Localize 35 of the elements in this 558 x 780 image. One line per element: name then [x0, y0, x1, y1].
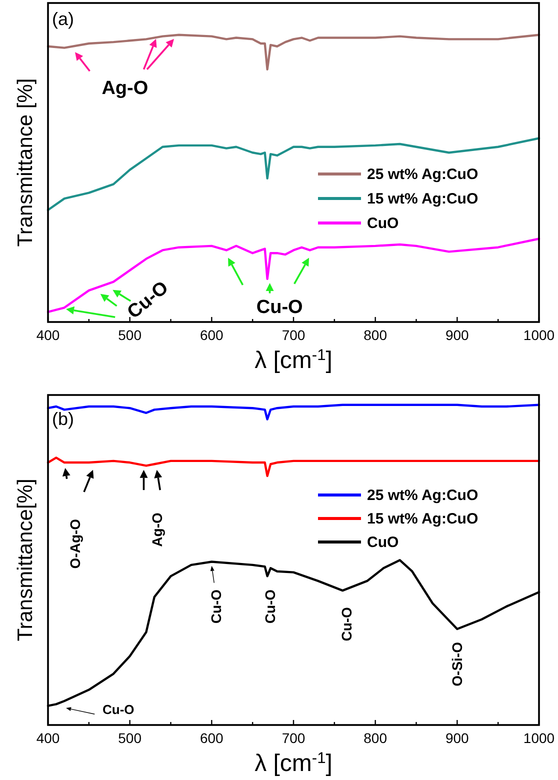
x-axis-title: λ [cm$^{-1}$]: [254, 346, 332, 374]
x-tick-label: 900: [445, 730, 470, 746]
y-axis-title: Transmittance [%]: [14, 78, 37, 247]
x-tick-label: 700: [282, 730, 306, 746]
x-tick-label: 600: [200, 730, 224, 746]
legend-label: 15 wt% Ag:CuO: [367, 510, 478, 528]
x-tick-label: 700: [282, 327, 306, 343]
x-tick-label: 800: [364, 730, 388, 746]
annotation: O-Si-O: [449, 642, 466, 686]
x-tick-label: 800: [364, 327, 388, 343]
x-tick-label: 1000: [523, 327, 555, 343]
x-axis-title: λ [cm$^{-1}$]: [254, 750, 332, 777]
annotation: Cu-O: [208, 589, 224, 624]
annotation: O-Ag-O: [67, 518, 84, 569]
x-tick-label: 400: [36, 730, 60, 746]
legend-label: 25 wt% Ag:CuO: [367, 166, 478, 183]
legend-label: 15 wt% Ag:CuO: [367, 190, 478, 208]
x-tick-label: 600: [200, 327, 224, 343]
x-tick-label: 500: [118, 327, 142, 343]
x-tick-label: 900: [445, 327, 470, 343]
x-tick-label: 500: [118, 730, 142, 746]
legend-label: CuO: [367, 215, 399, 232]
legend-label: CuO: [367, 534, 399, 551]
annotation: Ag-O: [102, 78, 148, 99]
annotation: Cu-O: [262, 589, 278, 624]
annotation: Cu-O: [338, 606, 355, 642]
annotation: Cu-O: [256, 296, 303, 318]
annotation: (b): [52, 409, 74, 429]
annotation: Cu-O: [102, 701, 134, 716]
legend-label: 25 wt% Ag:CuO: [367, 487, 478, 504]
x-tick-label: 400: [36, 327, 60, 343]
text: (a): [52, 9, 74, 29]
annotation: Ag-O: [148, 512, 165, 547]
y-axis-title: Transmittance[%]: [14, 478, 37, 642]
x-tick-label: 1000: [523, 730, 555, 746]
